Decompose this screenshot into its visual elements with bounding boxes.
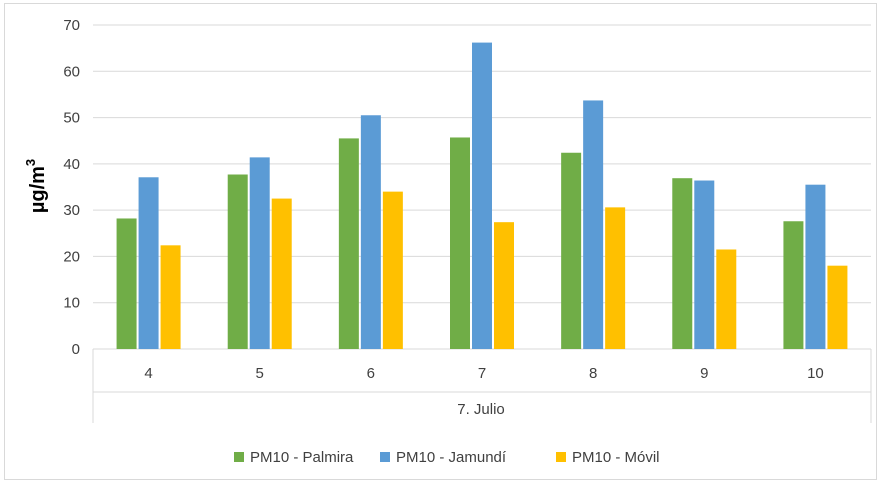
- x-tick-label: 6: [367, 365, 375, 382]
- bar-pm10-m-vil-5: [271, 198, 292, 349]
- y-tick-labels: 0 10 20 30 40 50 60 70: [63, 17, 80, 358]
- y-tick-label: 10: [63, 295, 80, 312]
- legend-swatch: [234, 452, 244, 462]
- x-axis: 4 5 6 7 8 9 10: [92, 349, 872, 423]
- bars: [116, 42, 848, 350]
- y-axis-label: µg/m3: [23, 159, 49, 213]
- y-tick-label: 20: [63, 248, 80, 265]
- y-tick-label: 70: [63, 17, 80, 34]
- x-tick-label: 8: [589, 365, 597, 382]
- legend: PM10 - Palmira PM10 - Jamundí PM10 - Móvil: [234, 449, 660, 466]
- y-tick-label: 30: [63, 202, 80, 219]
- bar-pm10-m-vil-7: [494, 222, 514, 349]
- bar-pm10-jamund--7: [472, 42, 492, 350]
- bar-pm10-m-vil-6: [382, 191, 403, 349]
- bar-pm10-palmira-4: [116, 218, 137, 349]
- x-tick-label: 4: [144, 365, 152, 382]
- bar-pm10-palmira-10: [783, 221, 804, 349]
- legend-label: PM10 - Móvil: [572, 449, 660, 466]
- bar-pm10-palmira-8: [561, 152, 582, 349]
- x-tick-label: 10: [807, 365, 824, 382]
- x-tick-label: 5: [256, 365, 264, 382]
- y-tick-label: 50: [63, 110, 80, 127]
- x-tick-label: 9: [700, 365, 708, 382]
- bar-pm10-jamund--10: [805, 184, 826, 349]
- bar-pm10-jamund--4: [138, 177, 159, 349]
- bar-pm10-jamund--9: [694, 180, 715, 349]
- bar-pm10-jamund--6: [360, 115, 381, 349]
- bar-pm10-palmira-7: [450, 137, 470, 349]
- bar-pm10-jamund--5: [249, 157, 270, 349]
- y-tick-label: 0: [72, 341, 80, 358]
- x-axis-label: 7. Julio: [457, 401, 505, 418]
- bar-pm10-palmira-5: [227, 174, 248, 349]
- legend-item: PM10 - Palmira: [234, 449, 354, 466]
- legend-label: PM10 - Palmira: [250, 449, 354, 466]
- bar-pm10-palmira-9: [672, 178, 693, 349]
- bar-pm10-jamund--8: [583, 100, 604, 350]
- legend-swatch: [556, 452, 566, 462]
- x-tick-label: 7: [478, 365, 486, 382]
- legend-item: PM10 - Jamundí: [380, 449, 507, 466]
- legend-swatch: [380, 452, 390, 462]
- bar-pm10-m-vil-10: [827, 265, 848, 349]
- legend-label: PM10 - Jamundí: [396, 449, 507, 466]
- legend-item: PM10 - Móvil: [556, 449, 660, 466]
- y-tick-label: 40: [63, 156, 80, 173]
- bar-pm10-m-vil-8: [605, 207, 626, 349]
- bar-pm10-palmira-6: [338, 138, 359, 349]
- bar-pm10-m-vil-9: [716, 249, 737, 349]
- y-tick-label: 60: [63, 63, 80, 80]
- bar-pm10-m-vil-4: [160, 245, 181, 349]
